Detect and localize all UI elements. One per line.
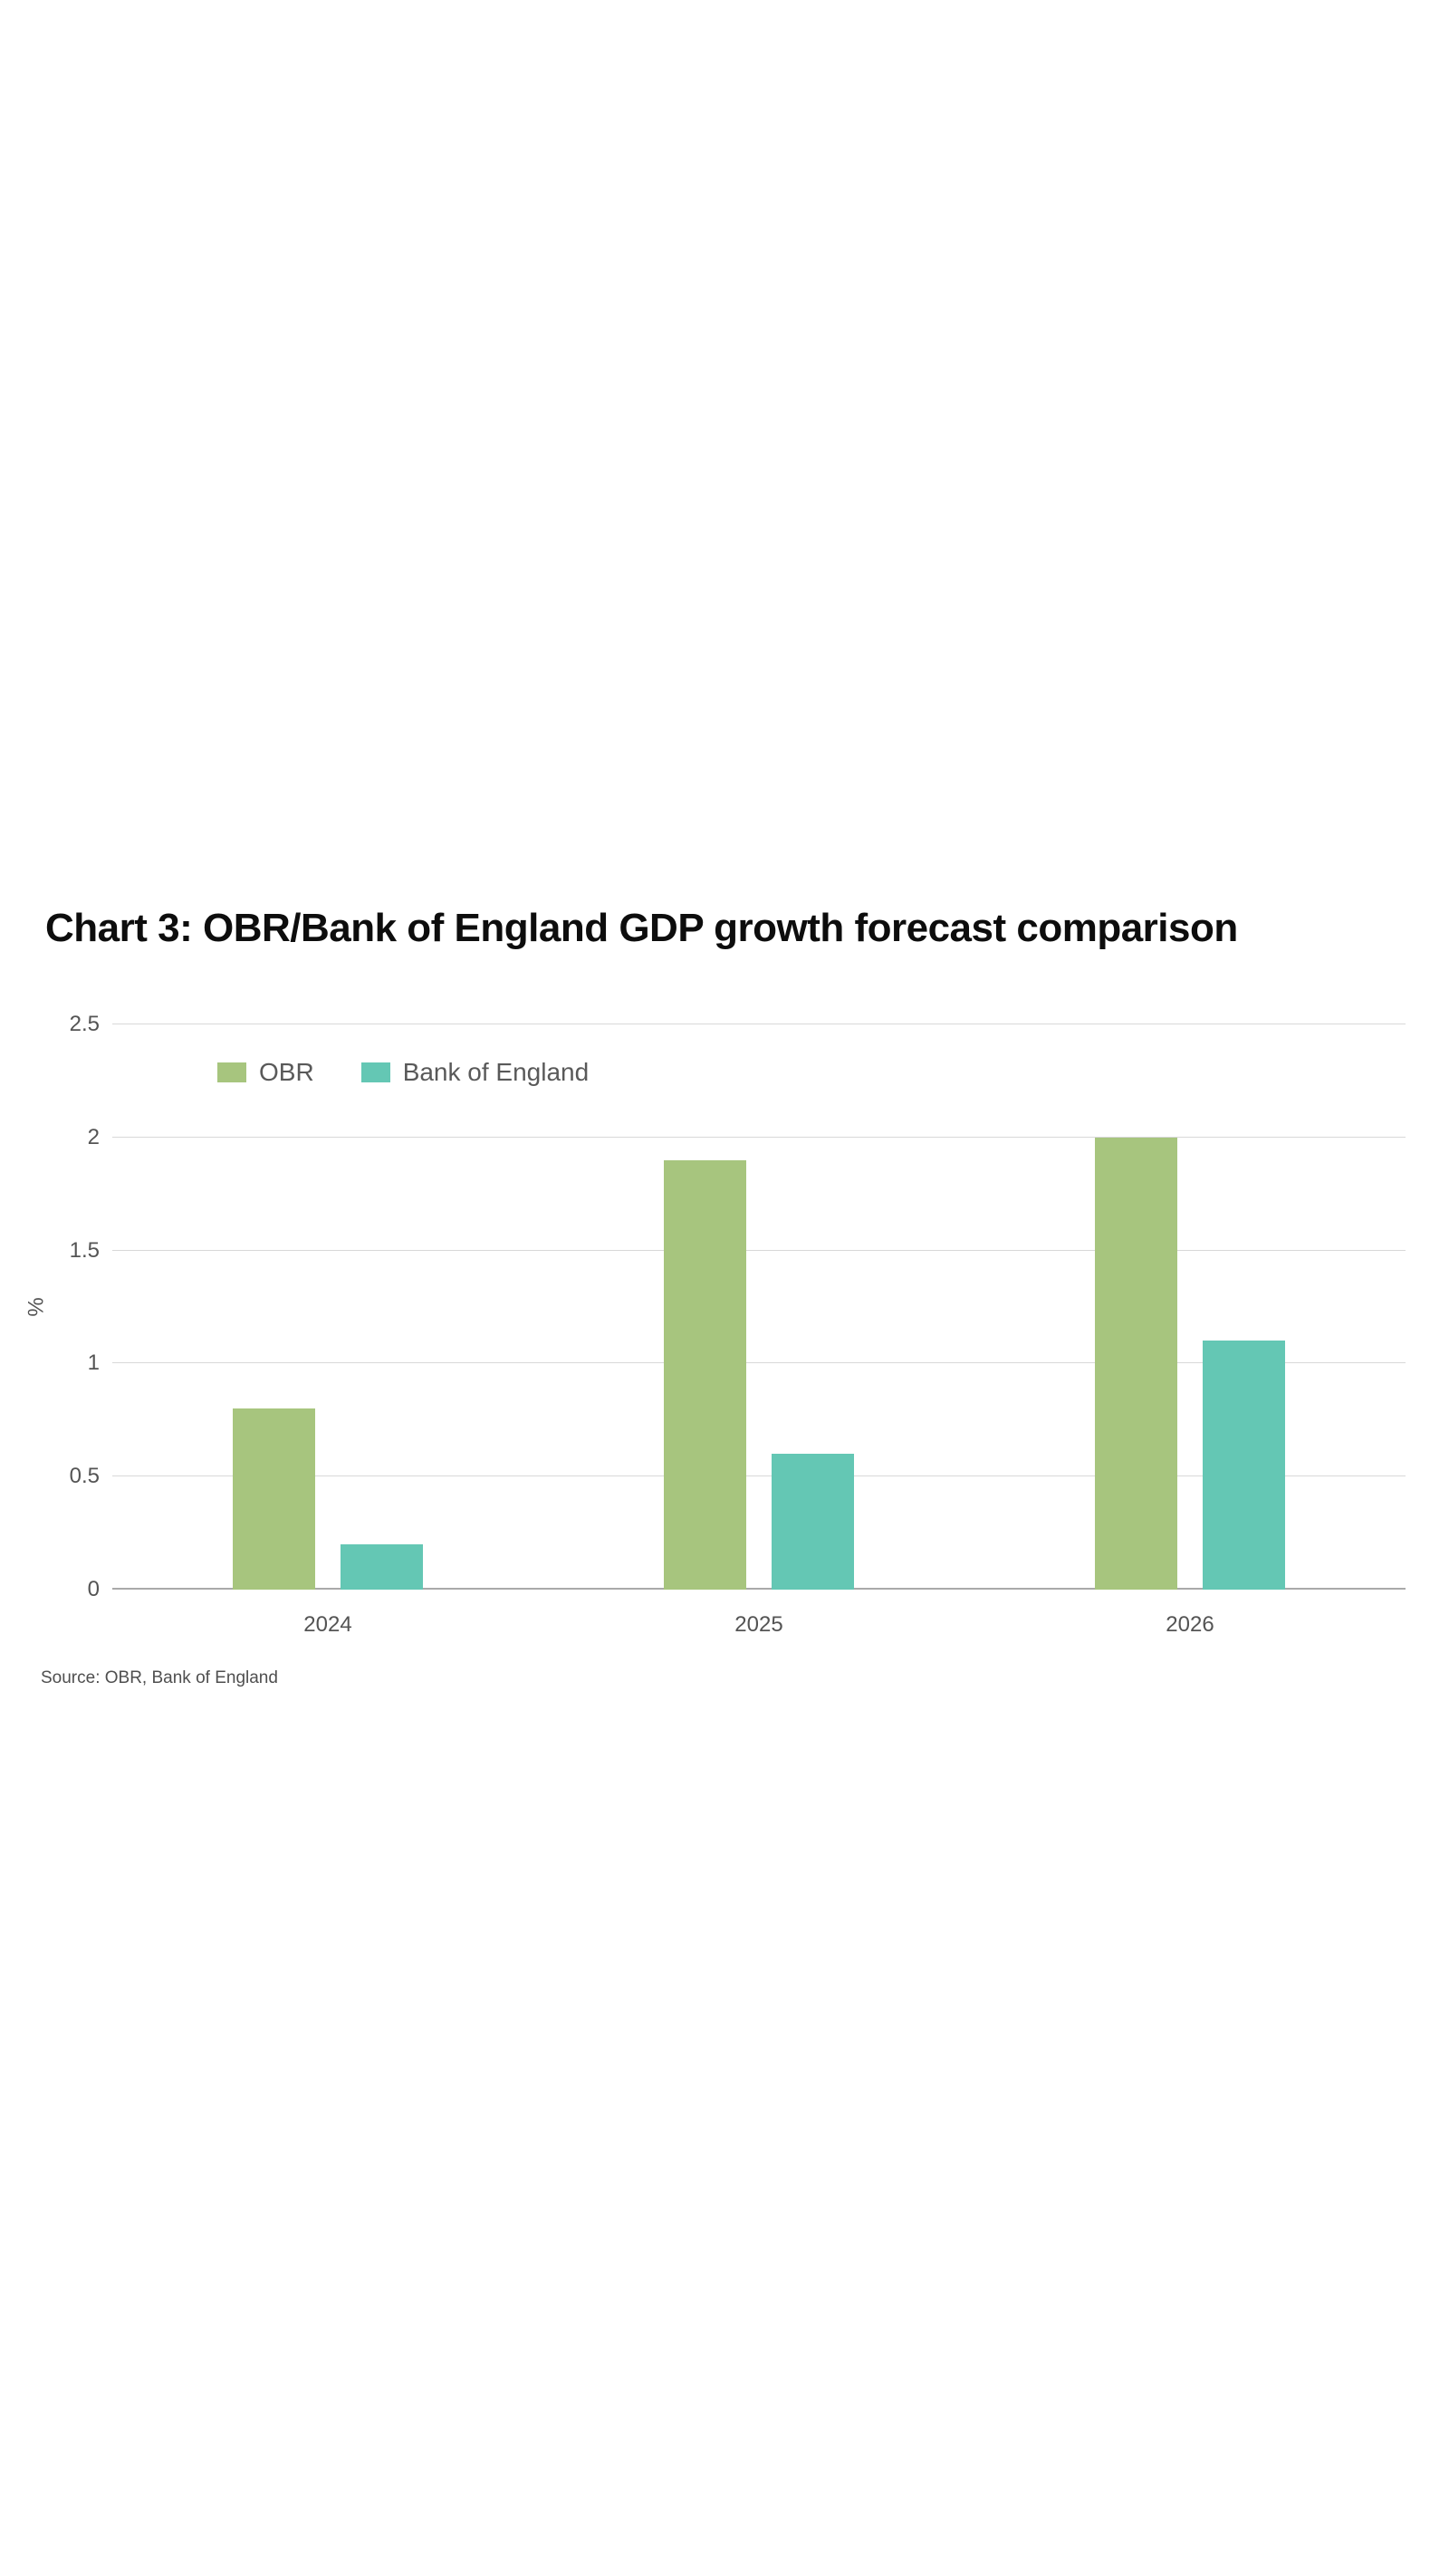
y-tick-label-1.5: 1.5 xyxy=(69,1238,100,1263)
x-axis-line xyxy=(112,1588,1406,1590)
gridline-y-1.5 xyxy=(112,1250,1406,1251)
chart-title: Chart 3: OBR/Bank of England GDP growth … xyxy=(45,906,1238,951)
legend-label-bank-of-england: Bank of England xyxy=(402,1058,590,1086)
y-tick-label-2.5: 2.5 xyxy=(69,1012,100,1036)
x-tick-label-2024: 2024 xyxy=(303,1612,352,1637)
y-tick-label-0.5: 0.5 xyxy=(69,1464,100,1488)
bar-bank-of-england-2025 xyxy=(772,1454,854,1590)
x-tick-label-2026: 2026 xyxy=(1166,1612,1214,1637)
bar-obr-2024 xyxy=(233,1408,315,1590)
legend-swatch-obr xyxy=(217,1062,246,1082)
y-tick-label-0: 0 xyxy=(87,1577,100,1601)
legend-swatch-bank-of-england xyxy=(360,1062,390,1082)
gridline-y-2 xyxy=(112,1137,1406,1138)
category-band-2024 xyxy=(112,1024,543,1590)
bar-bank-of-england-2024 xyxy=(341,1544,423,1590)
bar-obr-2026 xyxy=(1095,1138,1177,1590)
y-tick-label-1: 1 xyxy=(87,1350,100,1375)
x-tick-label-2025: 2025 xyxy=(734,1612,783,1637)
legend-label-obr: OBR xyxy=(259,1058,314,1086)
legend-item-obr: OBR xyxy=(217,1058,314,1087)
bar-obr-2025 xyxy=(664,1160,746,1590)
chart-legend: OBR Bank of England xyxy=(217,1058,589,1087)
source-note: Source: OBR, Bank of England xyxy=(41,1668,278,1687)
x-axis-tick-labels: 2024 2025 2026 xyxy=(112,1614,1406,1641)
legend-item-bank-of-england: Bank of England xyxy=(360,1058,590,1087)
category-band-2025 xyxy=(543,1024,974,1590)
plot-area xyxy=(112,1024,1406,1590)
y-axis-tick-labels: 0 0.5 1 1.5 2 2.5 xyxy=(0,1014,100,1600)
category-band-2026 xyxy=(974,1024,1406,1590)
bar-bank-of-england-2026 xyxy=(1203,1341,1285,1590)
y-tick-label-2: 2 xyxy=(87,1125,100,1149)
gridline-y-0.5 xyxy=(112,1475,1406,1476)
gridline-y-1 xyxy=(112,1362,1406,1363)
